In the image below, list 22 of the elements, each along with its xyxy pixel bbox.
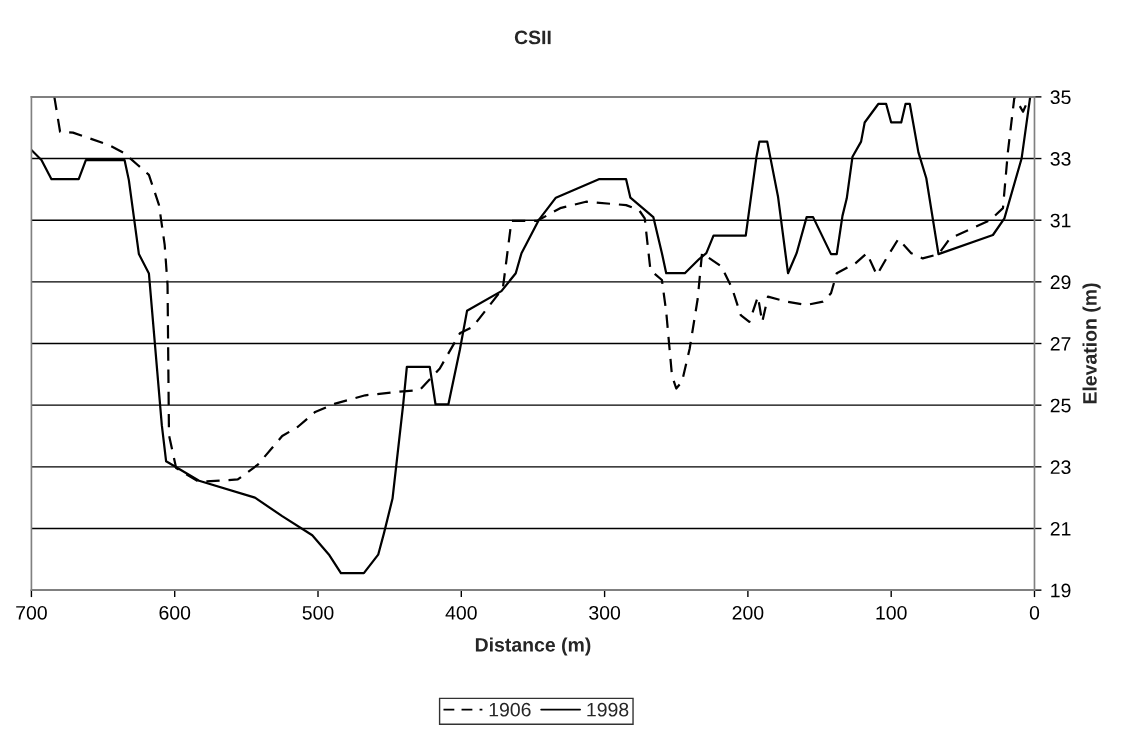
x-tick-label: 400 bbox=[445, 605, 477, 620]
y-tick-label: 33 bbox=[1050, 152, 1071, 166]
x-tick-label: 0 bbox=[1029, 605, 1040, 620]
y-tick-label: 21 bbox=[1050, 521, 1071, 536]
y-tick-label: 31 bbox=[1050, 213, 1071, 228]
x-tick-label: 500 bbox=[302, 605, 334, 620]
y-tick-label: 25 bbox=[1050, 398, 1071, 413]
legend-label: 1906 bbox=[489, 702, 531, 717]
x-axis-title: Distance (m) bbox=[475, 637, 591, 656]
x-tick-label: 600 bbox=[159, 605, 191, 620]
x-tick-label: 200 bbox=[732, 605, 764, 620]
legend-label: 1998 bbox=[587, 702, 629, 717]
y-axis-title: Elevation (m) bbox=[1082, 283, 1101, 404]
x-tick-label: 300 bbox=[589, 605, 621, 620]
y-tick-label: 35 bbox=[1050, 90, 1071, 105]
y-tick-label: 29 bbox=[1050, 275, 1071, 290]
y-tick-label: 23 bbox=[1050, 460, 1071, 475]
chart-title: CSII bbox=[514, 30, 551, 45]
x-tick-label: 700 bbox=[16, 605, 47, 620]
y-tick-label: 27 bbox=[1050, 336, 1071, 351]
y-tick-label: 19 bbox=[1051, 583, 1071, 598]
x-tick-label: 100 bbox=[876, 605, 907, 620]
